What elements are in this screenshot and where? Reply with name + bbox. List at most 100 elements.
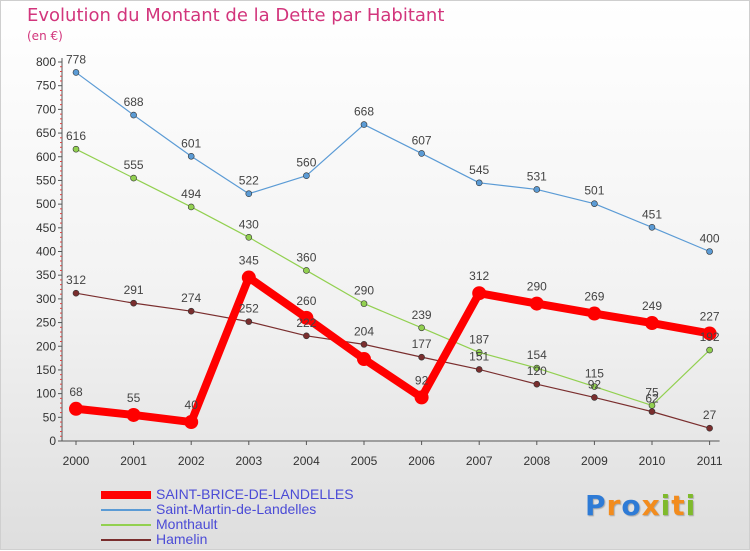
y-tick-label: 700 (36, 102, 56, 116)
series-saint-martin-de-landelles (72, 69, 713, 255)
data-point (69, 401, 83, 416)
logo-letter: i (660, 489, 672, 522)
data-label: 75 (645, 385, 659, 399)
y-tick-label: 300 (36, 292, 56, 306)
data-label: 55 (127, 391, 141, 405)
data-point (648, 408, 656, 415)
y-tick-label: 750 (36, 79, 56, 93)
y-tick-label: 550 (36, 173, 56, 187)
data-label: 601 (181, 136, 201, 150)
data-label: 607 (412, 133, 432, 147)
x-tick-label: 2010 (639, 454, 666, 468)
data-label: 252 (239, 302, 259, 316)
legend-label: SAINT-BRICE-DE-LANDELLES (156, 486, 354, 502)
data-label: 192 (700, 330, 720, 344)
data-label: 312 (66, 273, 86, 287)
y-tick-label: 250 (36, 316, 56, 330)
data-point (533, 186, 541, 193)
data-point (245, 233, 253, 241)
data-point (533, 364, 541, 372)
data-label: 222 (296, 316, 316, 330)
data-label: 291 (124, 283, 144, 297)
x-tick-label: 2001 (120, 454, 147, 468)
data-label: 120 (527, 364, 547, 378)
series-line (75, 148, 711, 407)
legend-label: Monthault (156, 516, 218, 532)
data-point (303, 267, 310, 274)
legend-label: Hamelin (156, 531, 208, 547)
data-label: 154 (527, 348, 547, 362)
x-tick-label: 2004 (293, 454, 320, 468)
y-tick-label: 0 (49, 434, 56, 448)
data-point (591, 200, 598, 207)
y-tick-label: 800 (36, 55, 56, 69)
data-point (187, 152, 195, 160)
data-point (702, 326, 717, 341)
x-tick-label: 2009 (581, 454, 608, 468)
data-label: 360 (296, 250, 316, 264)
series-line (75, 71, 711, 253)
x-tick-label: 2006 (408, 454, 435, 468)
data-label: 40 (185, 398, 199, 412)
data-point (303, 172, 310, 179)
data-point (360, 341, 368, 348)
data-label: 92 (588, 377, 602, 391)
logo-letter: P (585, 489, 607, 522)
series-line (72, 273, 714, 427)
data-point (529, 296, 544, 311)
logo-letter: o (621, 489, 642, 522)
data-label: 545 (469, 163, 489, 177)
proxiti-logo: Proxiti (585, 489, 696, 522)
logo-letter: x (641, 489, 661, 522)
data-point (245, 318, 253, 325)
data-label: 115 (585, 367, 604, 381)
legend-swatch (101, 524, 151, 526)
x-tick-label: 2002 (178, 454, 205, 468)
data-label: 290 (354, 284, 374, 298)
y-tick-label: 600 (36, 150, 56, 164)
y-tick-label: 650 (36, 126, 56, 140)
data-point (72, 145, 80, 153)
data-label: 430 (239, 217, 259, 231)
x-tick-label: 2008 (523, 454, 550, 468)
data-point (706, 424, 713, 432)
y-tick-label: 150 (36, 363, 56, 377)
data-label: 290 (527, 280, 547, 294)
legend-swatch (101, 539, 151, 541)
x-tick-label: 2011 (697, 454, 723, 468)
data-point (414, 390, 429, 405)
data-label: 400 (700, 232, 720, 246)
chart-title: Evolution du Montant de la Dette par Hab… (27, 5, 445, 26)
data-label: 239 (412, 308, 432, 322)
data-point (645, 316, 659, 331)
logo-letter: t (671, 489, 686, 522)
data-label: 27 (703, 408, 717, 422)
data-point (587, 306, 602, 321)
data-point (360, 300, 368, 307)
legend-label: Saint-Martin-de-Landelles (156, 501, 317, 517)
data-label: 501 (584, 184, 604, 198)
series-monthault (72, 145, 713, 409)
y-tick-label: 200 (36, 339, 56, 353)
data-label: 312 (469, 269, 489, 283)
data-point (475, 366, 483, 373)
y-tick-label: 400 (36, 245, 56, 259)
data-label: 451 (642, 207, 662, 221)
x-tick-label: 2005 (351, 454, 378, 468)
y-tick-label: 500 (36, 197, 56, 211)
y-tick-label: 50 (43, 410, 57, 424)
x-tick-label: 2007 (466, 454, 493, 468)
data-point (184, 415, 199, 430)
data-point (72, 69, 80, 76)
data-label: 522 (239, 174, 259, 188)
data-point (187, 203, 195, 211)
logo-letter: i (685, 489, 697, 522)
data-label: 616 (66, 129, 86, 143)
y-tick-label: 350 (36, 268, 56, 282)
data-label: 260 (296, 294, 316, 308)
series-saint-brice-de-landelles (69, 270, 717, 430)
data-point (357, 352, 371, 367)
data-label: 531 (527, 169, 547, 183)
